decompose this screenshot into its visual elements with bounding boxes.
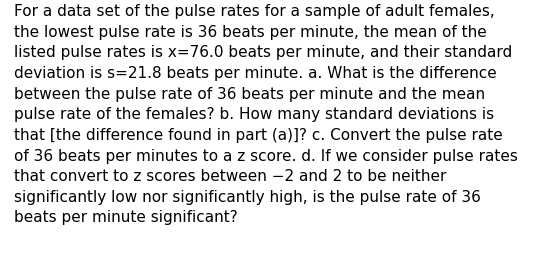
Text: For a data set of the pulse rates for a sample of adult females,
the lowest puls: For a data set of the pulse rates for a … — [14, 4, 518, 225]
